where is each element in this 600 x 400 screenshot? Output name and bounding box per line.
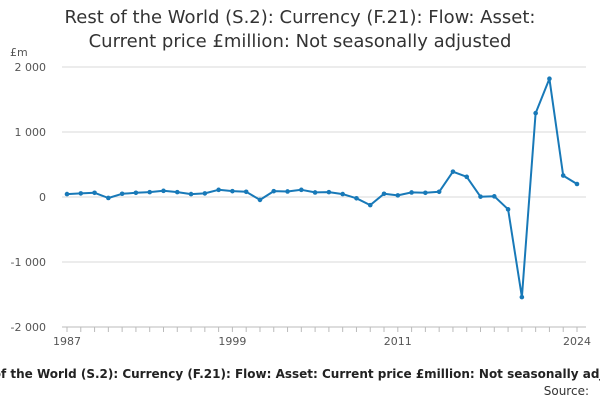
x-axis: 1987 1999 2011 2024 xyxy=(53,326,591,348)
data-series xyxy=(64,76,580,300)
data-point xyxy=(354,196,359,201)
data-point xyxy=(174,189,180,195)
x-tick-label: 2011 xyxy=(384,335,412,348)
y-axis-unit-label: £m xyxy=(10,46,28,59)
y-tick-label: -1 000 xyxy=(11,256,46,269)
y-tick-label: 0 xyxy=(39,191,46,204)
data-point xyxy=(491,194,497,199)
x-tick-label: 1987 xyxy=(53,335,81,348)
data-point xyxy=(367,202,373,208)
data-point xyxy=(381,191,387,197)
data-point xyxy=(106,195,111,201)
y-axis-ticks: 2 000 1 000 0 -1 000 -2 000 xyxy=(11,61,46,334)
data-point xyxy=(547,76,552,81)
data-point xyxy=(243,189,249,195)
data-point xyxy=(202,191,208,196)
gridlines xyxy=(62,66,586,328)
y-tick-label: 2 000 xyxy=(15,61,47,74)
data-point xyxy=(299,187,304,193)
data-point xyxy=(464,174,470,180)
data-point xyxy=(271,188,277,194)
data-point xyxy=(560,173,566,178)
data-point xyxy=(230,188,235,194)
data-point xyxy=(450,169,456,174)
series-line xyxy=(66,77,578,299)
chart-title-line-2: Current price £million: Not seasonally a… xyxy=(88,31,512,52)
data-point xyxy=(574,181,580,187)
data-point xyxy=(188,191,194,197)
chart-title-line-1: Rest of the World (S.2): Currency (F.21)… xyxy=(64,7,536,28)
data-point xyxy=(409,190,414,195)
data-point xyxy=(423,190,428,196)
data-point xyxy=(395,193,401,198)
chart-title: Rest of the World (S.2): Currency (F.21)… xyxy=(0,6,600,54)
data-point xyxy=(326,189,332,195)
data-point xyxy=(216,187,221,193)
data-point xyxy=(257,197,263,203)
x-tick-label: 2024 xyxy=(563,335,591,348)
data-point xyxy=(478,194,483,199)
data-point xyxy=(285,189,290,194)
data-point xyxy=(64,191,70,197)
data-point xyxy=(312,190,318,195)
data-point xyxy=(519,294,525,300)
source-label: Source: xyxy=(544,384,589,398)
data-point xyxy=(505,207,511,212)
data-point xyxy=(92,190,97,196)
data-point xyxy=(533,110,538,116)
data-point xyxy=(161,188,166,194)
data-point xyxy=(119,191,125,197)
data-point xyxy=(133,190,139,196)
x-tick-label: 1999 xyxy=(218,335,246,348)
data-point xyxy=(147,189,153,195)
data-point xyxy=(436,189,442,195)
series-caption: Rest of the World (S.2): Currency (F.21)… xyxy=(0,367,600,381)
y-tick-label: 1 000 xyxy=(15,126,47,139)
data-point xyxy=(340,191,345,197)
y-tick-label: -2 000 xyxy=(11,321,46,334)
data-point xyxy=(78,191,84,196)
